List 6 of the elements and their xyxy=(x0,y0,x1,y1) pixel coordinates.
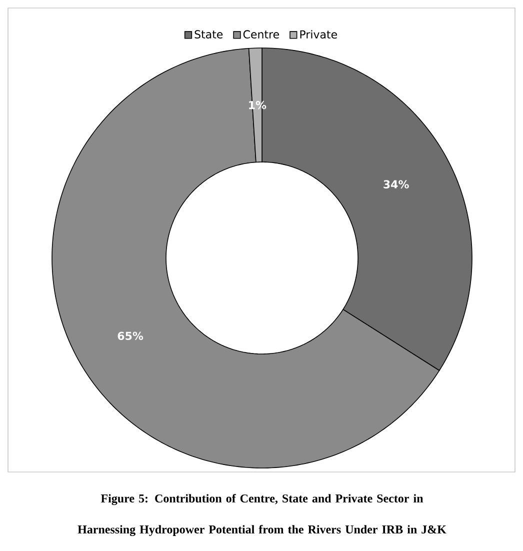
data-label: 65% xyxy=(118,332,144,340)
legend-label: Private xyxy=(300,30,337,39)
legend-label: State xyxy=(194,30,223,38)
data-label: 34% xyxy=(384,180,409,188)
chart-title: Figure 5: Contribution of Centre, State and Private Sector in Harnessing Hydropower Potential from the Rivers Under IRB in J&K xyxy=(78,494,446,536)
legend-label: Centre xyxy=(243,30,280,38)
